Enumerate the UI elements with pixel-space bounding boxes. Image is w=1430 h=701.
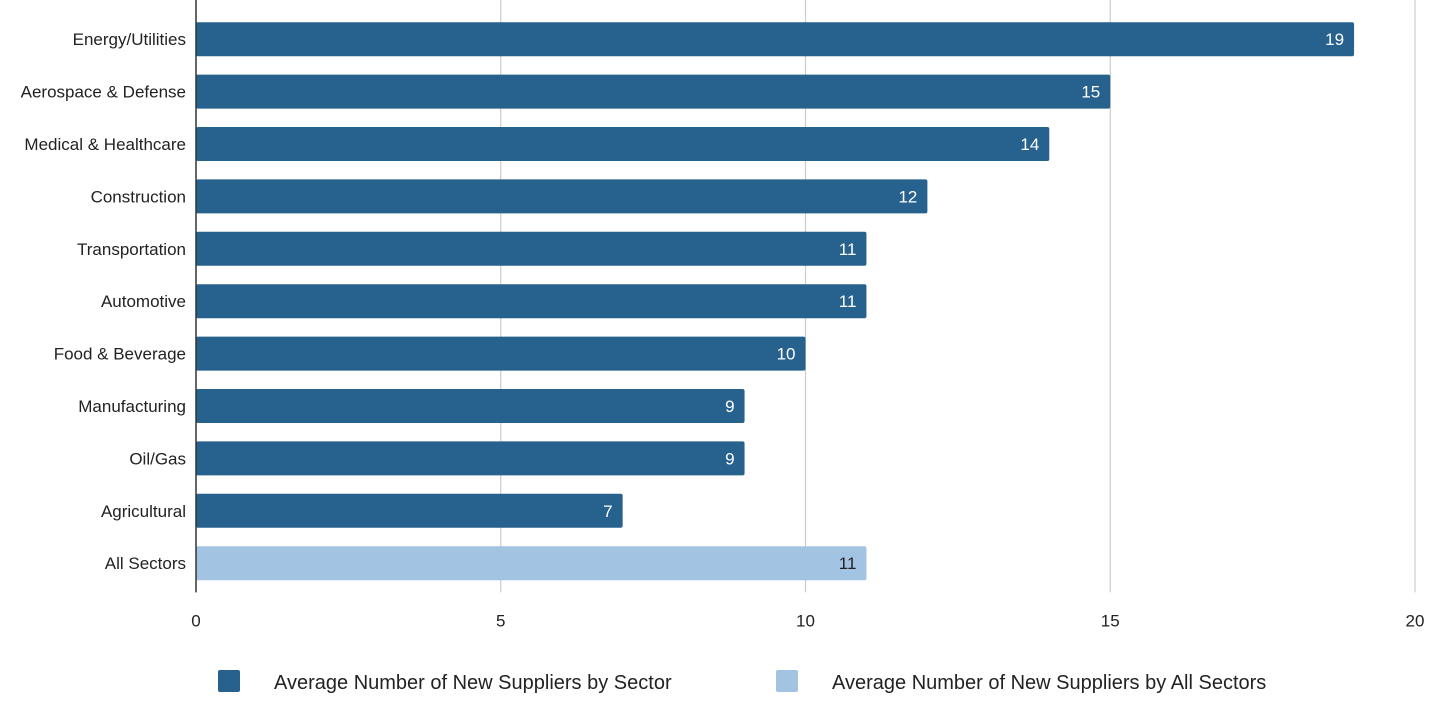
bar (196, 493, 623, 528)
bar-value-label: 11 (839, 240, 857, 259)
category-label: Food & Beverage (54, 345, 186, 364)
legend-swatch (776, 670, 798, 692)
legend-label: Average Number of New Suppliers by Secto… (274, 672, 672, 694)
bar (196, 336, 806, 371)
bar (196, 389, 745, 423)
bar (196, 441, 745, 476)
bar-value-label: 11 (839, 292, 857, 311)
bar-value-label: 11 (839, 554, 857, 573)
category-label: Automotive (101, 292, 186, 311)
legend-label: Average Number of New Suppliers by All S… (832, 672, 1266, 694)
x-tick-label: 0 (191, 611, 200, 630)
category-label: Medical & Healthcare (24, 135, 186, 154)
category-label: Aerospace & Defense (21, 83, 186, 102)
category-label: Construction (91, 187, 186, 206)
bar-value-label: 15 (1081, 83, 1100, 102)
bar (196, 22, 1355, 57)
category-labels: Energy/Utilities Aerospace & Defense Medic… (21, 30, 186, 573)
bar-value-label: 10 (777, 345, 796, 364)
legend-swatch (218, 670, 240, 692)
x-tick-label: 15 (1101, 611, 1120, 630)
bar (196, 179, 928, 214)
x-tick-label: 20 (1406, 611, 1425, 630)
category-label: Oil/Gas (129, 449, 186, 468)
category-label: Energy/Utilities (73, 30, 186, 49)
bar (196, 546, 867, 581)
bars-layer: 19 15 14 12 11 11 10 9 9 7 11 (196, 22, 1355, 581)
bar-value-label: 7 (603, 502, 612, 521)
bar-value-label: 12 (898, 187, 917, 206)
category-label: Manufacturing (78, 397, 186, 416)
bar (196, 231, 867, 266)
x-tick-label: 10 (796, 611, 815, 630)
bar-value-label: 9 (725, 397, 734, 416)
bar (196, 127, 1050, 161)
x-tick-label: 5 (496, 611, 505, 630)
bar (196, 74, 1111, 109)
x-tick-labels: 0 5 10 15 20 (191, 611, 1424, 630)
bar (196, 284, 867, 319)
category-label: Agricultural (101, 502, 186, 521)
category-label: Transportation (77, 240, 186, 259)
category-label: All Sectors (105, 554, 186, 573)
bar-value-label: 19 (1325, 30, 1344, 49)
bar-value-label: 9 (725, 449, 734, 468)
legend: Average Number of New Suppliers by Secto… (218, 670, 1266, 694)
bar-value-label: 14 (1020, 135, 1039, 154)
